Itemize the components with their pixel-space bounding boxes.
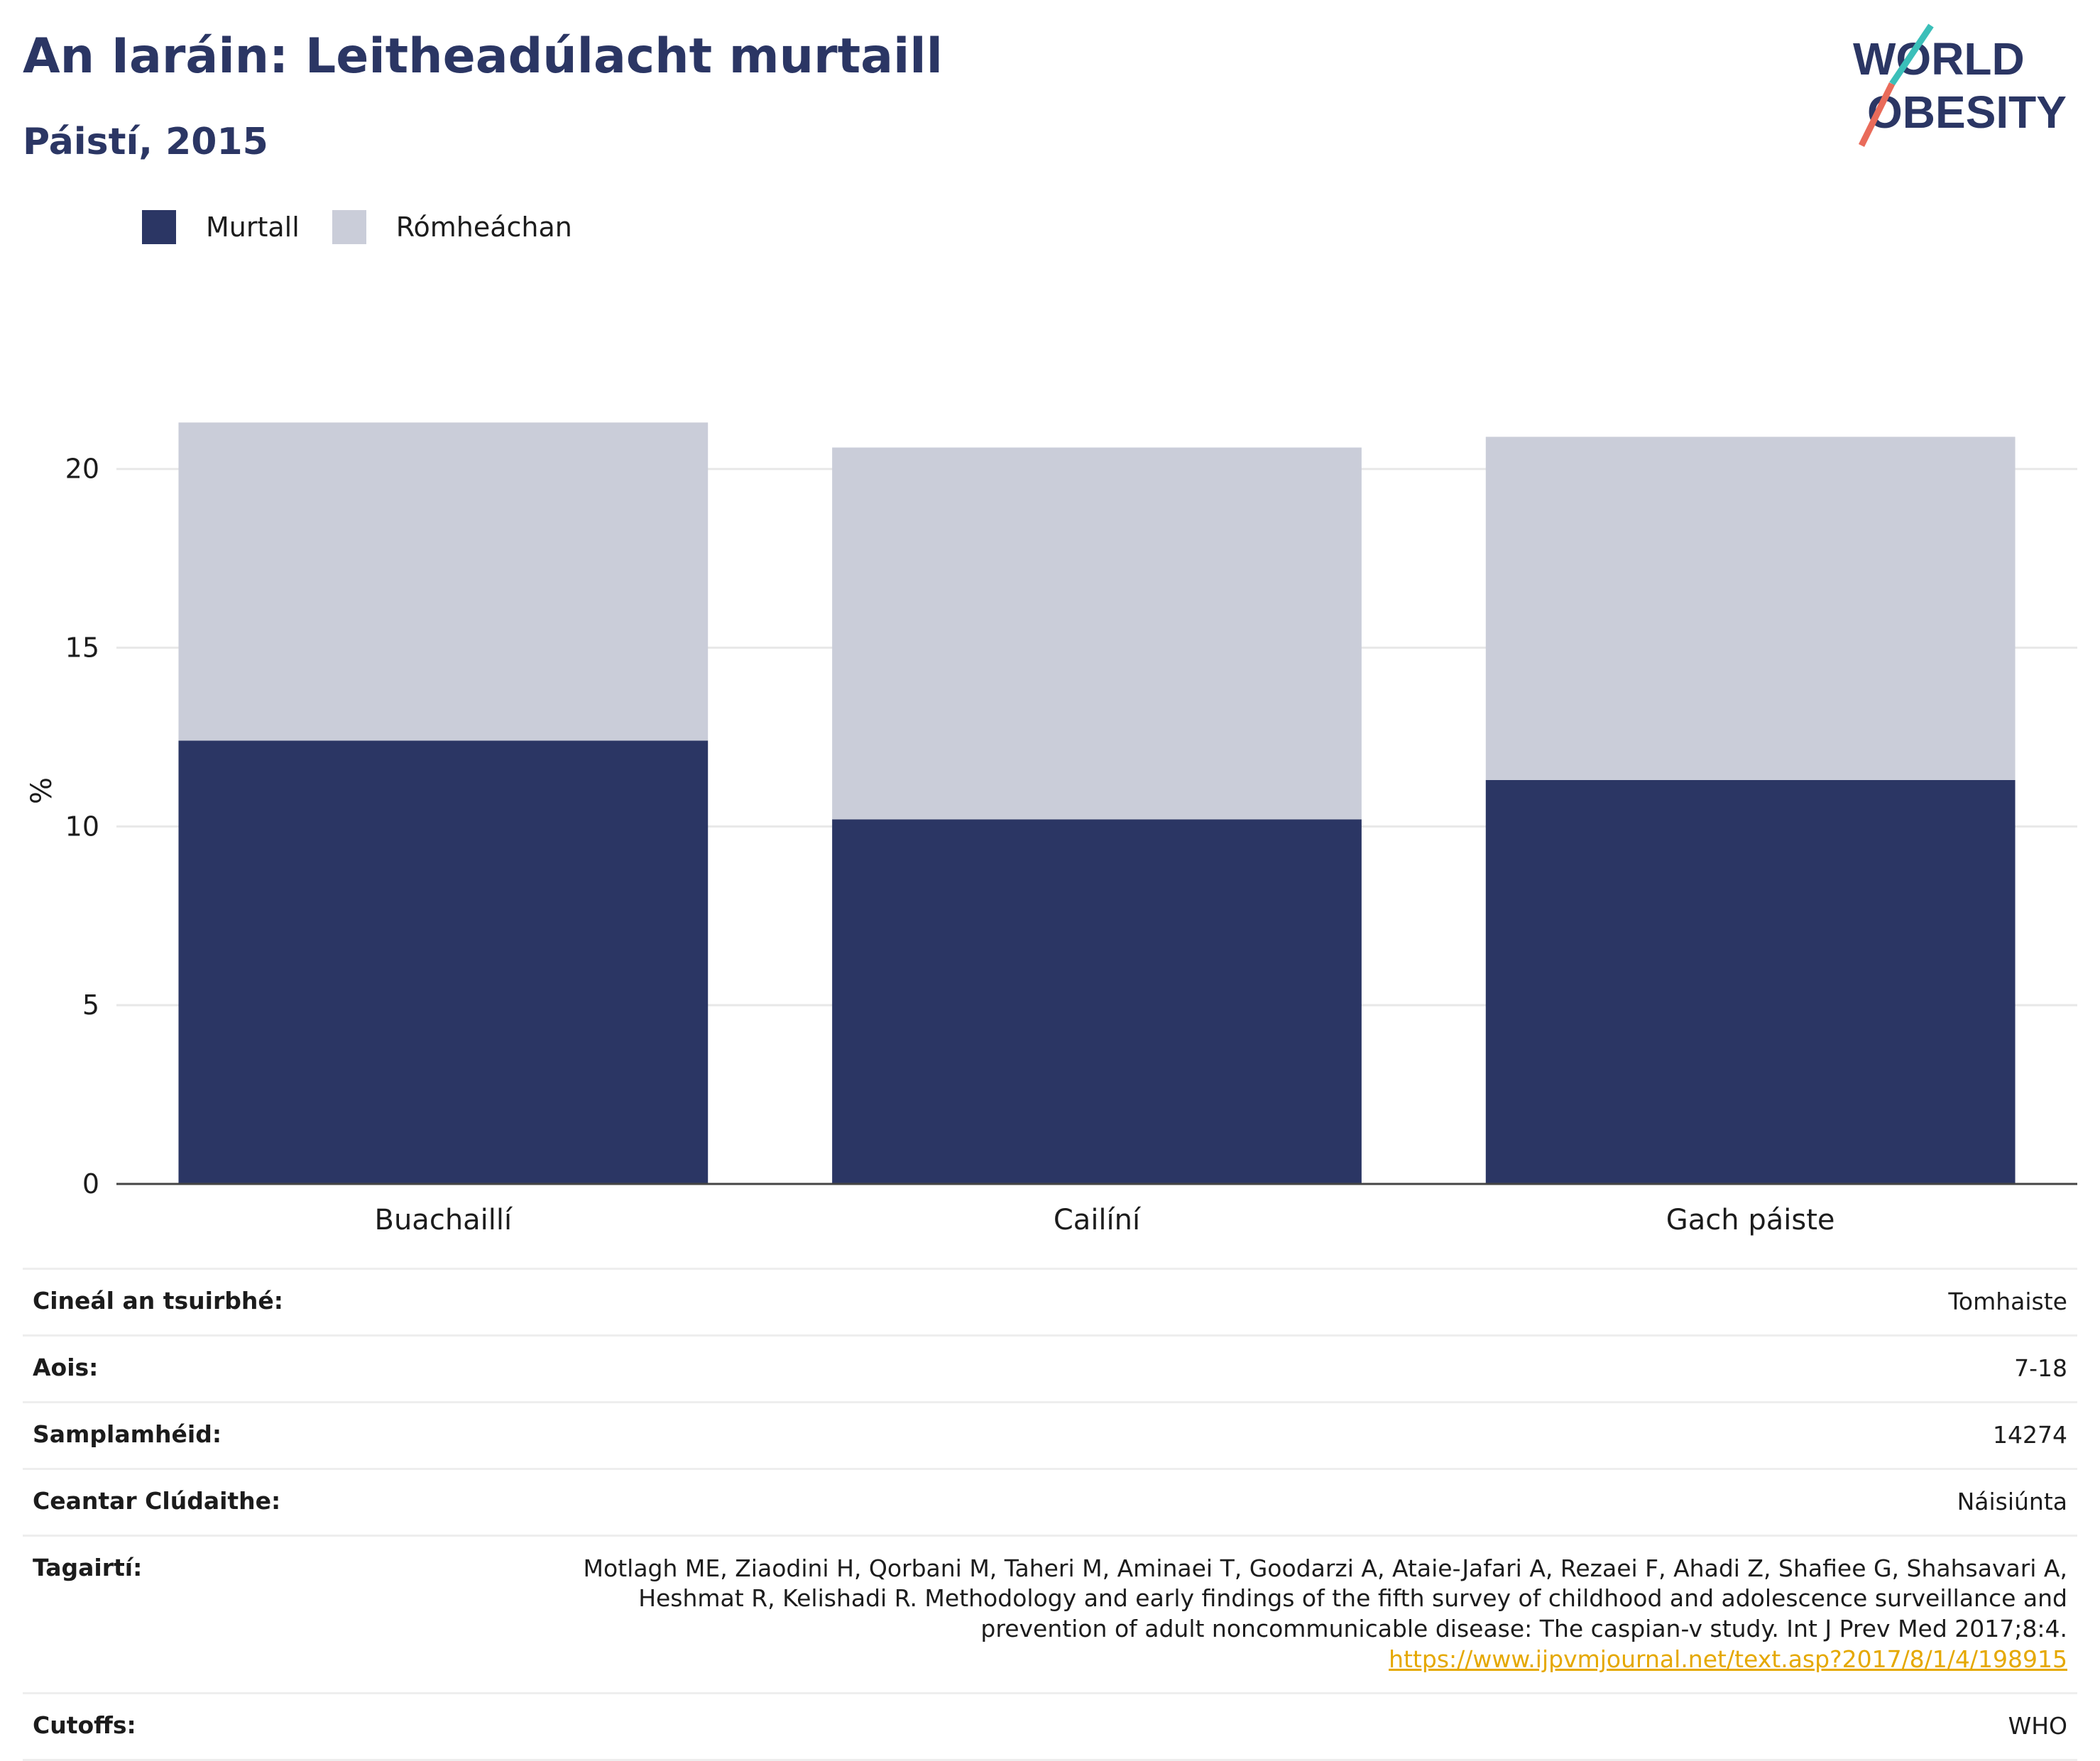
y-tick-label: 10: [65, 811, 99, 842]
x-tick-label: Gach páiste: [1666, 1204, 1835, 1236]
chart-subtitle: Páistí, 2015: [23, 121, 268, 163]
meta-value: WHO: [2008, 1712, 2067, 1740]
survey-metadata-table: Cineál an tsuirbhé: Tomhaiste Aois: 7-18…: [23, 1268, 2077, 1761]
bar-murtall-1: [832, 819, 1362, 1184]
meta-key: Aois:: [33, 1353, 99, 1381]
meta-key: Cineál an tsuirbhé:: [33, 1287, 283, 1315]
legend-label-romheachan: Rómheáchan: [395, 212, 572, 243]
reference-link[interactable]: https://www.ijpvmjournal.net/text.asp?20…: [1389, 1645, 2067, 1674]
y-tick-label: 5: [82, 989, 99, 1021]
meta-value: Náisiúnta: [1957, 1487, 2067, 1515]
meta-key: Ceantar Clúdaithe:: [33, 1486, 281, 1515]
bar-romheachan-2: [1485, 437, 2016, 780]
meta-value: 14274: [1993, 1420, 2067, 1449]
meta-value: Tomhaiste: [1948, 1288, 2067, 1315]
bar-romheachan-0: [178, 422, 709, 741]
bar-murtall-0: [178, 740, 709, 1184]
svg-text:WORLD: WORLD: [1853, 33, 2025, 84]
chart-title: An Iaráin: Leitheadúlacht murtaill: [23, 28, 943, 84]
legend-label-murtall: Murtall: [206, 212, 300, 243]
y-tick-label: 15: [65, 632, 99, 664]
legend-swatch-romheachan: [332, 210, 366, 244]
meta-row-age: Aois: 7-18: [23, 1337, 2077, 1403]
meta-key: Cutoffs:: [33, 1711, 136, 1740]
x-tick-label: Cailíní: [1054, 1204, 1142, 1236]
meta-key: Samplamhéid:: [33, 1420, 222, 1448]
reference-citation: Motlagh ME, Ziaodini H, Qorbani M, Taher…: [541, 1554, 2067, 1676]
meta-value: 7-18: [2014, 1354, 2067, 1382]
stacked-bar-chart: 0 5 10 15 20% Buachaillí Cailíní Gach páiste: [26, 422, 2077, 1236]
y-axis-label: %: [26, 777, 58, 804]
meta-row-references: Tagairtí: Motlagh ME, Ziaodini H, Qorban…: [23, 1537, 2077, 1695]
chart-legend: Murtall Rómheáchan: [142, 210, 605, 244]
world-obesity-logo: WORLD OBESITY: [1853, 23, 2067, 147]
legend-swatch-murtall: [142, 210, 176, 244]
meta-row-survey-type: Cineál an tsuirbhé: Tomhaiste: [23, 1270, 2077, 1337]
meta-row-area-covered: Ceantar Clúdaithe: Náisiúnta: [23, 1470, 2077, 1537]
bar-romheachan-1: [832, 447, 1362, 820]
legend-item-murtall: Murtall: [142, 210, 300, 244]
svg-text:OBESITY: OBESITY: [1867, 87, 2067, 138]
reference-text: Motlagh ME, Ziaodini H, Qorbani M, Taher…: [583, 1554, 2067, 1643]
legend-item-romheachan: Rómheáchan: [332, 210, 572, 244]
bar-murtall-2: [1485, 779, 2016, 1184]
meta-row-sample-size: Samplamhéid: 14274: [23, 1403, 2077, 1470]
y-tick-label: 20: [65, 454, 99, 485]
meta-row-cutoffs: Cutoffs: WHO: [23, 1694, 2077, 1761]
y-tick-label: 0: [82, 1168, 99, 1200]
meta-key: Tagairtí:: [33, 1553, 143, 1581]
x-tick-label: Buachaillí: [375, 1204, 514, 1236]
